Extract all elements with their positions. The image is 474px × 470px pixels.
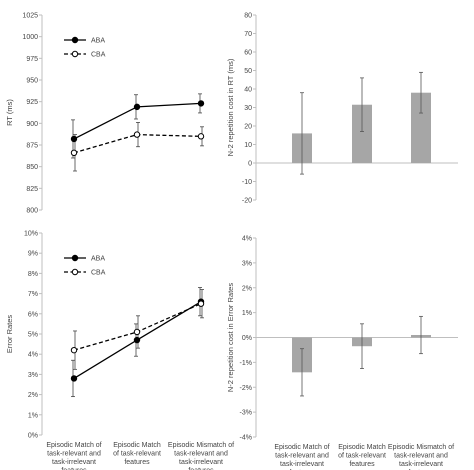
category-label-line: task-irrelevant — [52, 459, 96, 466]
category-label-line: features — [349, 461, 375, 468]
y-tick-label: 825 — [26, 186, 38, 193]
y-tick-label: 5% — [28, 332, 38, 339]
y-tick-label: 900 — [26, 121, 38, 128]
y-tick-label: 1000 — [22, 34, 38, 41]
category-label: Episodic Match of task-relevant and task-i… — [274, 444, 329, 470]
data-point-aba — [133, 103, 141, 111]
legend-label: ABA — [91, 38, 105, 45]
category-label: Episodic Match of task-relevant features — [113, 442, 161, 466]
y-tick-label: -3% — [240, 410, 252, 417]
y-tick-label: 80 — [244, 13, 252, 20]
y-tick-label: 850 — [26, 164, 38, 171]
data-point-aba — [133, 336, 141, 344]
data-point-cba — [70, 149, 78, 157]
error-cost-bar-chart: -4% -3% -2% -1% 0% 1% 2% 3% 4% N-2 repetition cos… — [226, 236, 458, 470]
y-tick-label: 875 — [26, 143, 38, 150]
category-label-line: task-irrelevant — [399, 461, 443, 468]
category-label: Episodic Mismatch of task-relevant and tas… — [388, 444, 454, 470]
category-label-line: Episodic Mismatch of — [388, 444, 454, 451]
y-tick-label: 8% — [28, 271, 38, 278]
y-tick-label: 3% — [242, 260, 252, 267]
data-point-aba — [197, 100, 205, 107]
category-label-line: Episodic Mismatch of — [168, 442, 234, 449]
y-tick-label: -10 — [242, 179, 252, 186]
category-label-line: Episodic Match of — [46, 442, 101, 449]
error-line-chart: 0% 1% 2% 3% 4% 5% 6% 7% 8% 9% 10% Error Rates Episod… — [5, 231, 234, 470]
data-point-aba — [70, 375, 78, 382]
y-tick-label: 60 — [244, 50, 252, 57]
y-tick-label: -20 — [242, 198, 252, 205]
y-tick-label: 7% — [28, 291, 38, 298]
y-tick-label: 40 — [244, 87, 252, 94]
y-axis-label: RT (ms) — [5, 99, 14, 126]
data-point-cba — [70, 346, 78, 354]
y-tick-label: 50 — [244, 68, 252, 75]
y-tick-label: 2% — [28, 392, 38, 399]
category-label-line: Episodic Match — [113, 442, 161, 449]
category-label: Episodic Mismatch of task-relevant and tas… — [168, 442, 234, 470]
y-tick-label: 1025 — [22, 13, 38, 20]
data-point-cba — [197, 300, 205, 307]
category-label-line: task-relevant and — [394, 453, 448, 460]
y-tick-label: 4% — [242, 236, 252, 243]
legend-label: CBA — [91, 270, 106, 277]
y-axis-label: N-2 repetition cost in RT (ms) — [226, 58, 235, 156]
y-tick-label: 975 — [26, 56, 38, 63]
y-tick-label: 10% — [24, 231, 38, 238]
data-point-cba — [197, 133, 205, 140]
category-label-line: of task-relevant — [338, 453, 386, 460]
legend-label: CBA — [91, 52, 106, 59]
y-tick-label: 20 — [244, 124, 252, 131]
legend-marker — [71, 268, 79, 276]
category-label-line: features — [61, 468, 87, 470]
category-label-line: features — [124, 459, 150, 466]
category-label-line: Episodic Match — [338, 444, 386, 451]
legend-marker — [71, 36, 79, 44]
y-axis-label: N-2 repetition cost in Error Rates — [226, 283, 235, 392]
category-label-line: task-irrelevant — [280, 461, 324, 468]
y-tick-label: 6% — [28, 311, 38, 318]
legend-label: ABA — [91, 256, 105, 263]
data-point-aba — [70, 135, 78, 143]
legend-marker — [71, 50, 79, 58]
data-point-cba — [133, 328, 141, 336]
y-tick-label: 1% — [242, 310, 252, 317]
data-point-cba — [133, 131, 141, 138]
y-tick-label: 3% — [28, 372, 38, 379]
category-label-line: features — [188, 468, 214, 470]
y-tick-label: -2% — [240, 385, 252, 392]
category-label: Episodic Match of task-relevant and task-i… — [46, 442, 101, 470]
rt-line-chart: 800 825 850 875 900 925 950 975 1000 1025 RT (ms) A… — [5, 13, 205, 215]
y-axis-label: Error Rates — [5, 315, 14, 354]
y-tick-label: 4% — [28, 352, 38, 359]
category-label-line: task-relevant and — [174, 451, 228, 458]
y-tick-label: 1% — [28, 412, 38, 419]
y-tick-label: 10 — [244, 142, 252, 149]
category-label-line: task-relevant and — [47, 451, 101, 458]
y-tick-label: -4% — [240, 435, 252, 442]
bar — [352, 104, 372, 163]
category-label-line: of task-relevant — [113, 451, 161, 458]
y-tick-label: 0% — [28, 433, 38, 440]
y-tick-label: 925 — [26, 99, 38, 106]
y-tick-label: 30 — [244, 105, 252, 112]
y-tick-label: 0 — [248, 161, 252, 168]
y-tick-label: 0% — [242, 335, 252, 342]
y-tick-label: -1% — [240, 360, 252, 367]
rt-cost-bar-chart: -20 -10 0 10 20 30 40 50 60 70 80 N-2 repetition co… — [226, 13, 458, 205]
y-tick-label: 9% — [28, 251, 38, 258]
category-label-line: task-relevant and — [275, 453, 329, 460]
y-tick-label: 2% — [242, 285, 252, 292]
y-tick-label: 800 — [26, 208, 38, 215]
y-tick-label: 950 — [26, 78, 38, 85]
category-label: Episodic Match of task-relevant features — [338, 444, 386, 468]
category-label-line: task-irrelevant — [179, 459, 223, 466]
bar — [411, 92, 431, 163]
category-label-line: Episodic Match of — [274, 444, 329, 451]
legend-marker — [71, 254, 79, 262]
y-tick-label: 70 — [244, 31, 252, 38]
